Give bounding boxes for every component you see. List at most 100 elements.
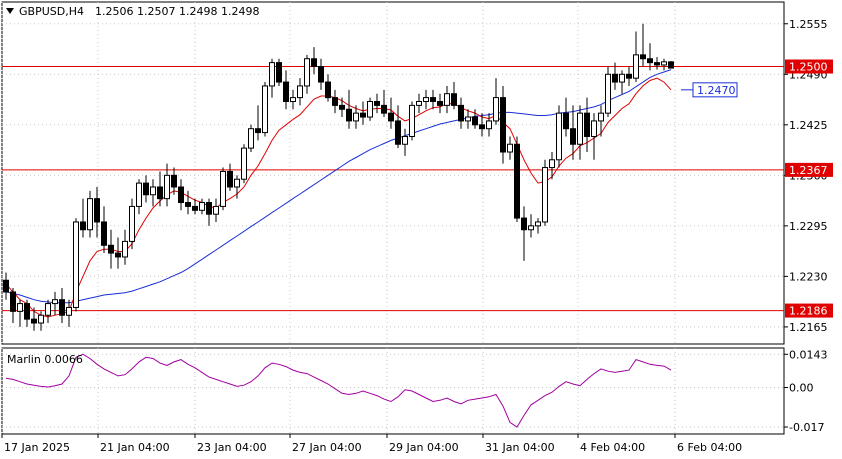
candle-body-bear <box>178 186 184 204</box>
candle <box>87 190 93 238</box>
indicator-label: Marlin 0.0066 <box>7 353 83 366</box>
candle <box>59 288 65 324</box>
candle <box>570 105 576 160</box>
time-tick-label: 27 Jan 04:00 <box>292 441 362 454</box>
level-price-label: 1.2367 <box>789 164 828 177</box>
candle <box>479 113 485 137</box>
time-tick-label: 29 Jan 04:00 <box>389 441 459 454</box>
time-tick-label: 6 Feb 04:00 <box>677 441 742 454</box>
candle <box>31 307 37 331</box>
candle <box>500 85 506 164</box>
candle-body-bull <box>507 143 513 153</box>
candle-body-bear <box>171 174 177 188</box>
candle <box>52 291 58 316</box>
indicator-tick-label: 0.0143 <box>789 348 828 361</box>
candle-body-bull <box>45 303 51 316</box>
price-tick-label: 1.2555 <box>789 18 828 31</box>
candle-body-bull <box>619 73 625 83</box>
candle <box>535 218 541 234</box>
level-price-tag <box>785 303 833 318</box>
collapse-triangle-icon[interactable] <box>6 8 14 14</box>
candle-body-bear <box>108 244 114 254</box>
candle-body-bear <box>227 170 233 188</box>
candle-body-bull <box>444 93 450 106</box>
candle-body-bear <box>395 120 401 145</box>
candle-body-bear <box>514 143 520 219</box>
candle-body-bear <box>570 128 576 145</box>
candle <box>122 229 128 265</box>
price-tick-label: 1.2230 <box>789 270 828 283</box>
price-tick-label: 1.2295 <box>789 220 828 233</box>
candle-body-bear <box>94 198 100 223</box>
indicator-axis: 0.0143 0.00 -0.017 <box>784 348 828 434</box>
candle-body-bull <box>367 100 373 118</box>
indicator-panel[interactable]: 0.0143 0.00 -0.017 Marlin 0.0066 <box>1 347 828 435</box>
candle <box>346 89 352 129</box>
candle <box>178 179 184 211</box>
candle-body-bull <box>122 240 128 258</box>
candle-body-bull <box>605 73 611 114</box>
candle-body-bear <box>185 202 191 207</box>
candle-body-bear <box>479 124 485 130</box>
candle-body-bull <box>199 202 205 211</box>
candle <box>108 229 114 269</box>
candle <box>325 74 331 102</box>
level-price-labels: 1.2500 1.2367 1.2186 1.2470 <box>681 59 833 318</box>
candle-body-bull <box>465 116 471 122</box>
candle-body-bull <box>38 314 44 324</box>
candle-body-bull <box>493 97 499 122</box>
indicator-panel-frame <box>1 347 785 435</box>
candle <box>514 136 520 222</box>
candle <box>388 97 394 129</box>
candle <box>73 218 79 312</box>
candle <box>577 105 583 160</box>
candle <box>185 190 191 215</box>
candle <box>661 58 667 71</box>
candle <box>430 89 436 110</box>
candle <box>17 299 23 327</box>
candle <box>213 198 219 222</box>
candle <box>262 82 268 137</box>
candle <box>395 105 401 149</box>
candle-body-bull <box>423 97 429 102</box>
candle <box>542 159 548 226</box>
candle-body-bull <box>129 205 135 242</box>
candle-body-bear <box>654 62 660 66</box>
time-tick-label: 21 Jan 04:00 <box>100 441 170 454</box>
level-price-label: 1.2186 <box>789 305 828 318</box>
candle-body-bull <box>577 112 583 145</box>
ohlc-values: 1.2506 1.2507 1.2498 1.2498 <box>95 5 259 18</box>
candle <box>472 109 478 129</box>
candle <box>94 186 100 238</box>
price-panel[interactable]: 1.25551.24901.24251.23601.22951.22301.21… <box>1 1 833 345</box>
candle <box>304 54 310 94</box>
time-tick-label: 17 Jan 2025 <box>4 441 70 454</box>
level-price-tag <box>785 162 833 177</box>
candle <box>332 89 338 114</box>
candle-body-bear <box>500 97 506 153</box>
candle <box>199 198 205 215</box>
candle-body-bull <box>304 58 310 87</box>
candle-body-bull <box>409 104 415 137</box>
candle <box>563 97 569 137</box>
candle <box>227 163 233 191</box>
candle-body-bull <box>87 198 93 231</box>
candle-body-bull <box>633 54 639 79</box>
candle <box>493 78 499 125</box>
candle-body-bear <box>80 221 86 231</box>
candle-body-bull <box>598 112 604 122</box>
indicator-tick-label: -0.017 <box>789 421 824 434</box>
candle-body-bull <box>220 170 226 207</box>
candle-body-bear <box>157 186 163 200</box>
candle-body-bear <box>563 112 569 130</box>
price-tick-label: 1.2425 <box>789 119 828 132</box>
candle <box>276 58 282 86</box>
candle <box>528 214 534 238</box>
candle-body-bull <box>353 112 359 122</box>
candle <box>192 198 198 215</box>
candle-body-bull <box>549 159 555 169</box>
horizontal-levels[interactable] <box>2 66 784 312</box>
candle-body-bull <box>66 306 72 316</box>
candle <box>598 105 604 137</box>
candle-body-bull <box>591 120 597 137</box>
